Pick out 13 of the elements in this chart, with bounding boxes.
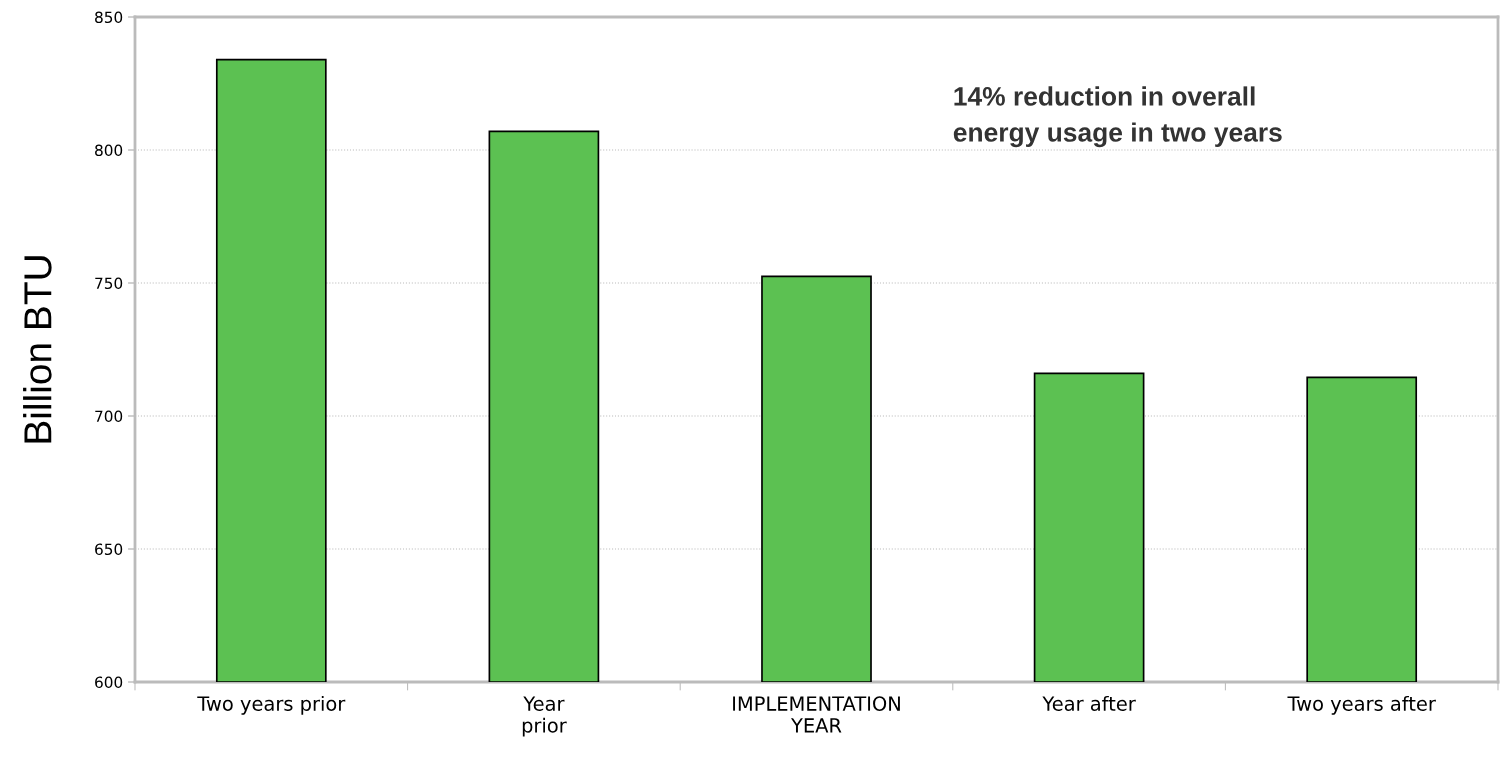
x-tick-label: Year after (1042, 695, 1136, 711)
y-tick-label: 700 (95, 410, 123, 423)
y-tick-label: 750 (95, 277, 123, 290)
x-tick-label: IMPLEMENTATION YEAR (733, 696, 900, 733)
y-tick-label: 650 (95, 543, 123, 556)
y-axis-title: Billion BTU (23, 256, 52, 443)
x-tick-label: Two years prior (197, 695, 346, 715)
x-tick-label: Two years after (1287, 695, 1436, 715)
annotation: 14% reduction in overall energy usage in two years (953, 86, 1282, 148)
y-tick-label: 800 (95, 144, 123, 157)
x-tick-label: Year prior (522, 696, 567, 737)
y-tick-label: 600 (95, 676, 123, 689)
y-tick-label: 850 (95, 11, 123, 24)
